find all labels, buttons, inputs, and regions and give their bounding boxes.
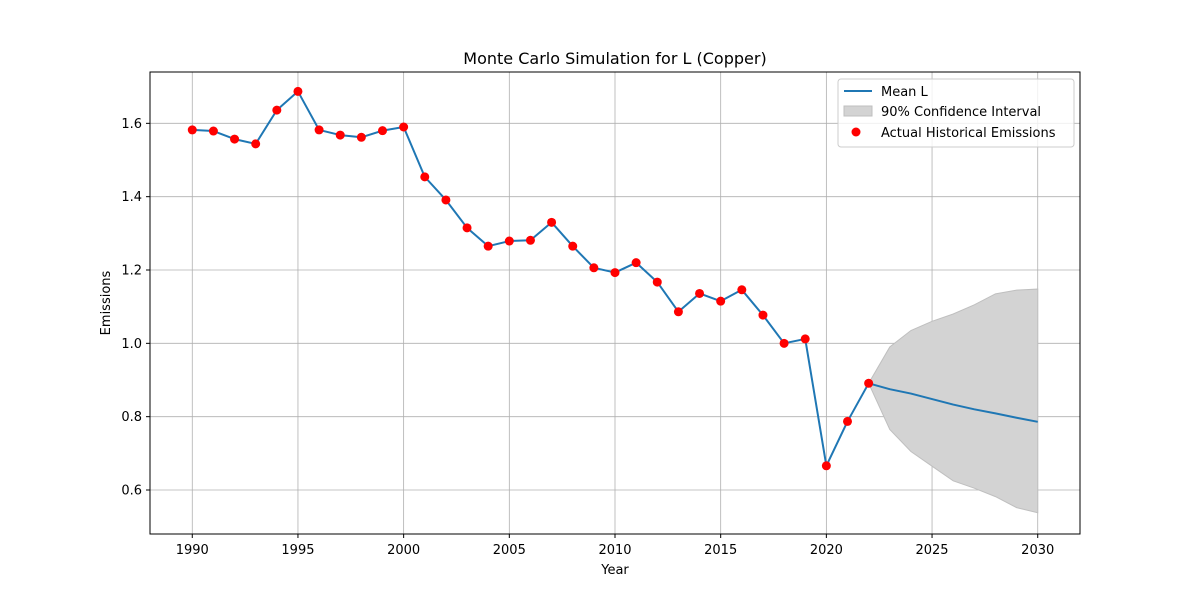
historical-point: [695, 288, 705, 298]
legend-box: [837, 78, 1075, 148]
y-tick-label: 0.8: [121, 410, 142, 425]
x-tick-label: 2030: [1021, 543, 1054, 558]
historical-point: [737, 285, 747, 295]
legend: Mean L 90% Confidence Interval Actual Hi…: [837, 78, 1075, 148]
historical-point: [208, 126, 218, 136]
historical-point: [420, 172, 430, 182]
y-axis: 0.6 0.8 1.0 1.2 1.4 1.6: [121, 117, 150, 499]
historical-point: [187, 125, 197, 135]
historical-point: [547, 217, 557, 227]
x-tick-label: 2015: [704, 543, 737, 558]
y-tick-label: 1.6: [121, 117, 142, 132]
historical-point: [821, 461, 831, 471]
historical-point: [314, 125, 324, 135]
x-tick-label: 1995: [281, 543, 314, 558]
legend-confidence-label: 90% Confidence Interval: [881, 105, 1041, 120]
y-axis-label: Emissions: [99, 270, 114, 335]
legend-historical-label: Actual Historical Emissions: [881, 126, 1056, 141]
historical-point: [631, 258, 641, 268]
x-tick-label: 2000: [387, 543, 420, 558]
historical-point: [462, 223, 472, 233]
historical-point: [272, 105, 282, 115]
x-tick-label: 2010: [598, 543, 631, 558]
historical-point: [251, 139, 261, 149]
historical-point: [843, 416, 852, 426]
historical-point: [230, 134, 240, 144]
historical-point: [335, 130, 345, 140]
y-tick-label: 1.2: [121, 264, 142, 279]
historical-point: [589, 263, 599, 273]
historical-point: [378, 126, 387, 136]
x-tick-label: 2020: [810, 543, 843, 558]
historical-point: [652, 277, 662, 287]
legend-historical-swatch: [851, 127, 861, 137]
historical-point: [864, 378, 874, 388]
chart-title: Monte Carlo Simulation for L (Copper): [463, 49, 766, 68]
historical-point: [610, 268, 620, 278]
historical-point: [525, 235, 535, 245]
historical-point: [483, 241, 493, 251]
x-tick-label: 1990: [176, 543, 209, 558]
historical-point: [441, 195, 451, 205]
confidence-band: [868, 288, 1039, 514]
y-tick-label: 1.0: [121, 337, 142, 352]
x-tick-label: 2005: [493, 543, 526, 558]
legend-confidence-swatch: [843, 105, 873, 117]
historical-point: [399, 122, 409, 132]
historical-point: [800, 334, 810, 344]
historical-point: [673, 307, 683, 317]
historical-point: [758, 310, 768, 320]
historical-point: [356, 132, 366, 142]
confidence-band-group: [868, 288, 1039, 514]
x-axis: 1990 1995 2000 2005 2010 2015 2020 2025 2030: [176, 534, 1054, 558]
historical-points-group: [187, 86, 874, 471]
y-tick-label: 1.4: [121, 190, 142, 205]
historical-point: [568, 241, 578, 251]
x-axis-label: Year: [600, 563, 629, 578]
x-tick-label: 2025: [915, 543, 948, 558]
y-tick-label: 0.6: [121, 484, 142, 499]
historical-point: [293, 86, 303, 96]
historical-point: [504, 236, 514, 246]
legend-mean-line-label: Mean L: [881, 85, 929, 100]
historical-point: [716, 296, 726, 306]
historical-point: [779, 338, 789, 348]
